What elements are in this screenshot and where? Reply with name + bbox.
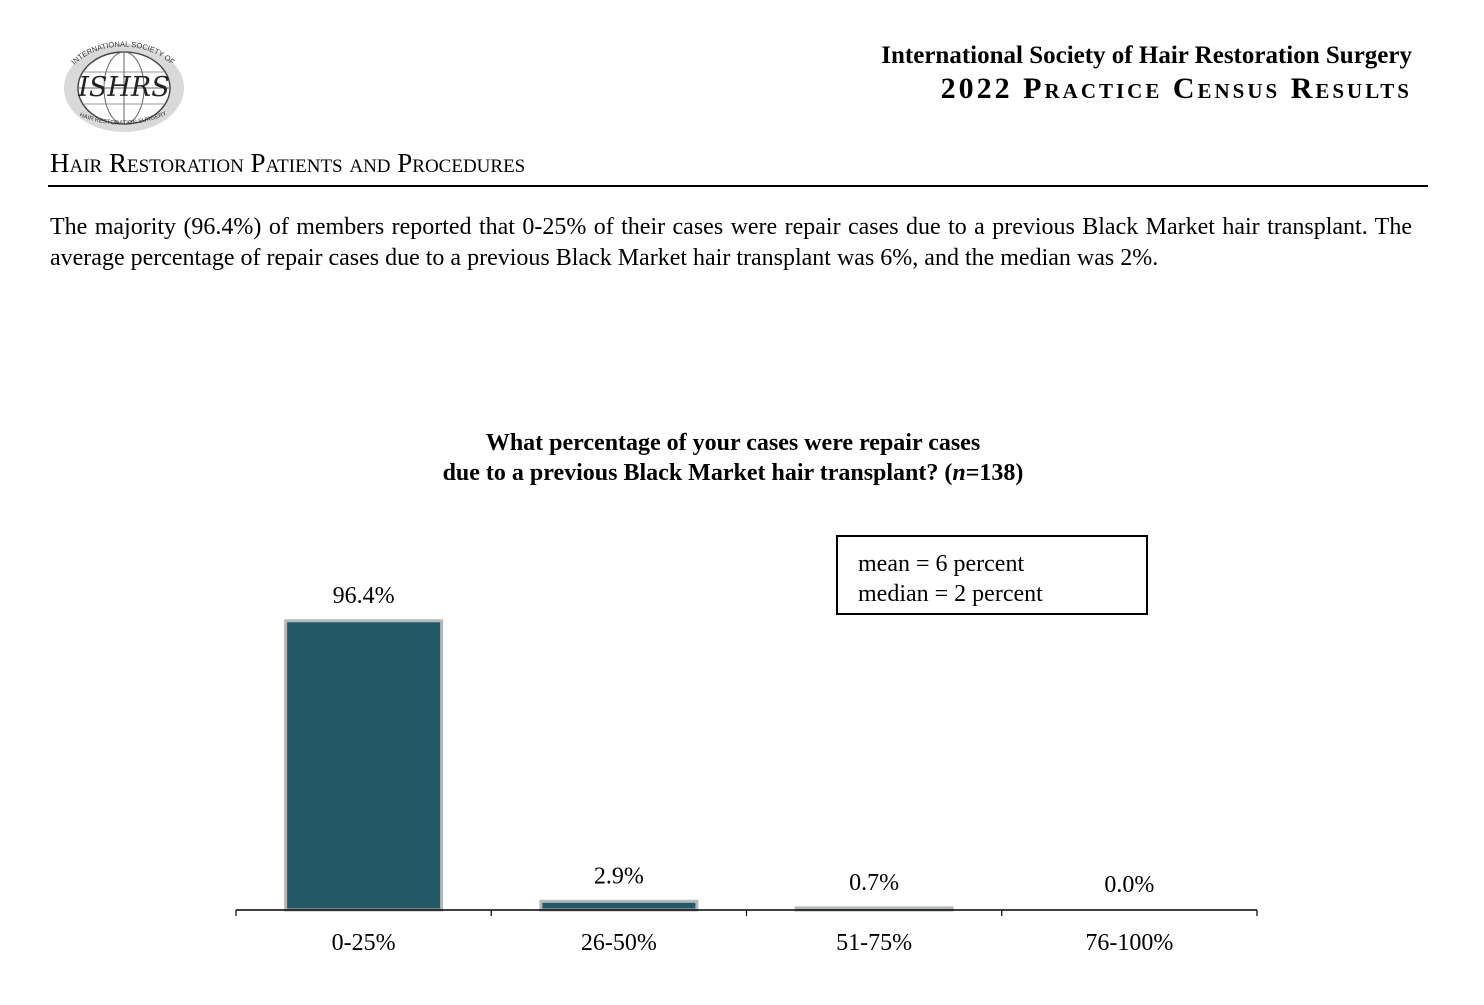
summary-paragraph: The majority (96.4%) of members reported… bbox=[50, 214, 1412, 271]
data-label: 0.0% bbox=[1104, 872, 1154, 898]
section-title: Hair Restoration Patients and Procedures bbox=[50, 148, 526, 178]
section-divider bbox=[48, 185, 1428, 187]
data-label: 0.7% bbox=[849, 870, 899, 896]
chart-title-line-1: What percentage of your cases were repai… bbox=[485, 430, 981, 456]
data-label: 96.4% bbox=[333, 583, 395, 609]
stats-box: mean = 6 percent median = 2 percent bbox=[836, 535, 1148, 615]
x-tick-label: 0-25% bbox=[332, 930, 396, 956]
x-tick-label: 26-50% bbox=[581, 930, 657, 956]
data-label: 2.9% bbox=[594, 863, 644, 889]
x-tick-label: 51-75% bbox=[836, 930, 912, 956]
chart-title: What percentage of your cases were repai… bbox=[233, 428, 1233, 488]
organization-name: International Society of Hair Restoratio… bbox=[881, 42, 1412, 69]
svg-text:ISHRS: ISHRS bbox=[77, 72, 170, 103]
chart-title-line-2: due to a previous Black Market hair tran… bbox=[442, 460, 1024, 486]
report-title: 2022 Practice Census Results bbox=[940, 72, 1412, 105]
ishrs-logo: INTERNATIONAL SOCIETY OF ISHRS HAIR REST… bbox=[64, 40, 184, 132]
stats-mean: mean = 6 percent bbox=[858, 551, 1025, 577]
bar-26-50% bbox=[539, 899, 699, 912]
stats-median: median = 2 percent bbox=[858, 581, 1043, 607]
bar-0-25% bbox=[284, 619, 444, 912]
x-tick-label: 76-100% bbox=[1085, 930, 1173, 956]
